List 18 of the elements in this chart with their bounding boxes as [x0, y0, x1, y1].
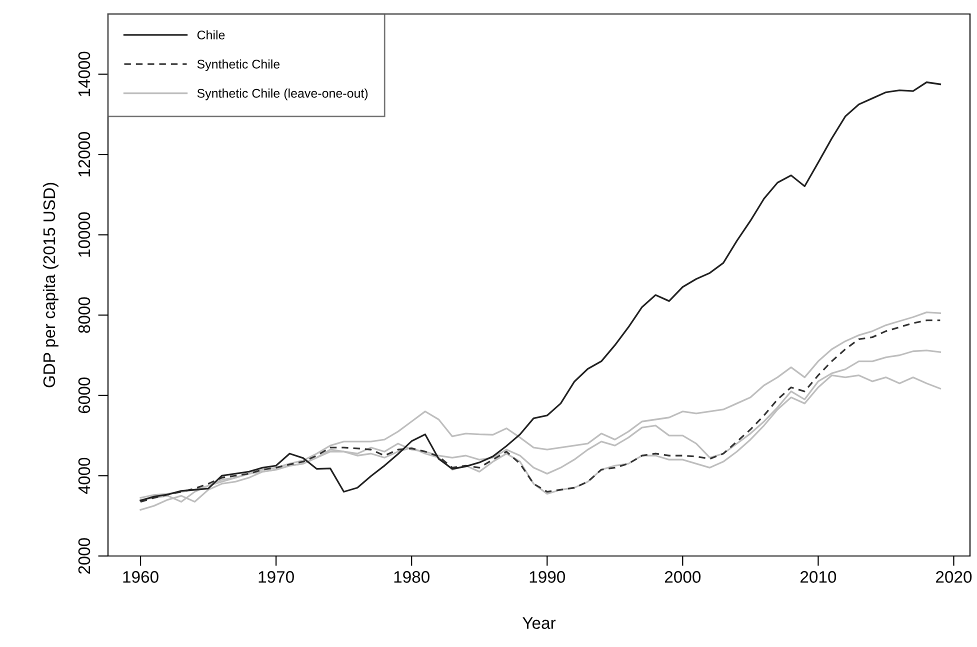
- x-tick-label: 2000: [664, 571, 701, 583]
- x-tick-label: 2020: [936, 571, 972, 583]
- y-axis-title: GDP per capita (2015 USD): [42, 182, 58, 388]
- y-tick-label: 8000: [78, 297, 90, 333]
- legend-label: Synthetic Chile: [197, 59, 280, 72]
- legend-label: Chile: [197, 30, 225, 40]
- x-tick-label: 1970: [258, 571, 294, 583]
- x-tick-label: 1960: [123, 571, 158, 583]
- y-tick-label: 6000: [78, 378, 90, 414]
- y-tick-label: 10000: [78, 212, 90, 257]
- x-tick-label: 2010: [800, 571, 836, 583]
- y-tick-label: 12000: [78, 132, 90, 176]
- x-tick-label: 1990: [530, 571, 566, 583]
- x-axis-title: Year: [522, 617, 556, 629]
- y-tick-label: 14000: [78, 52, 90, 96]
- legend-label: Synthetic Chile (leave-one-out): [197, 88, 368, 100]
- x-tick-label: 1980: [394, 571, 430, 583]
- y-tick-label: 4000: [78, 458, 90, 494]
